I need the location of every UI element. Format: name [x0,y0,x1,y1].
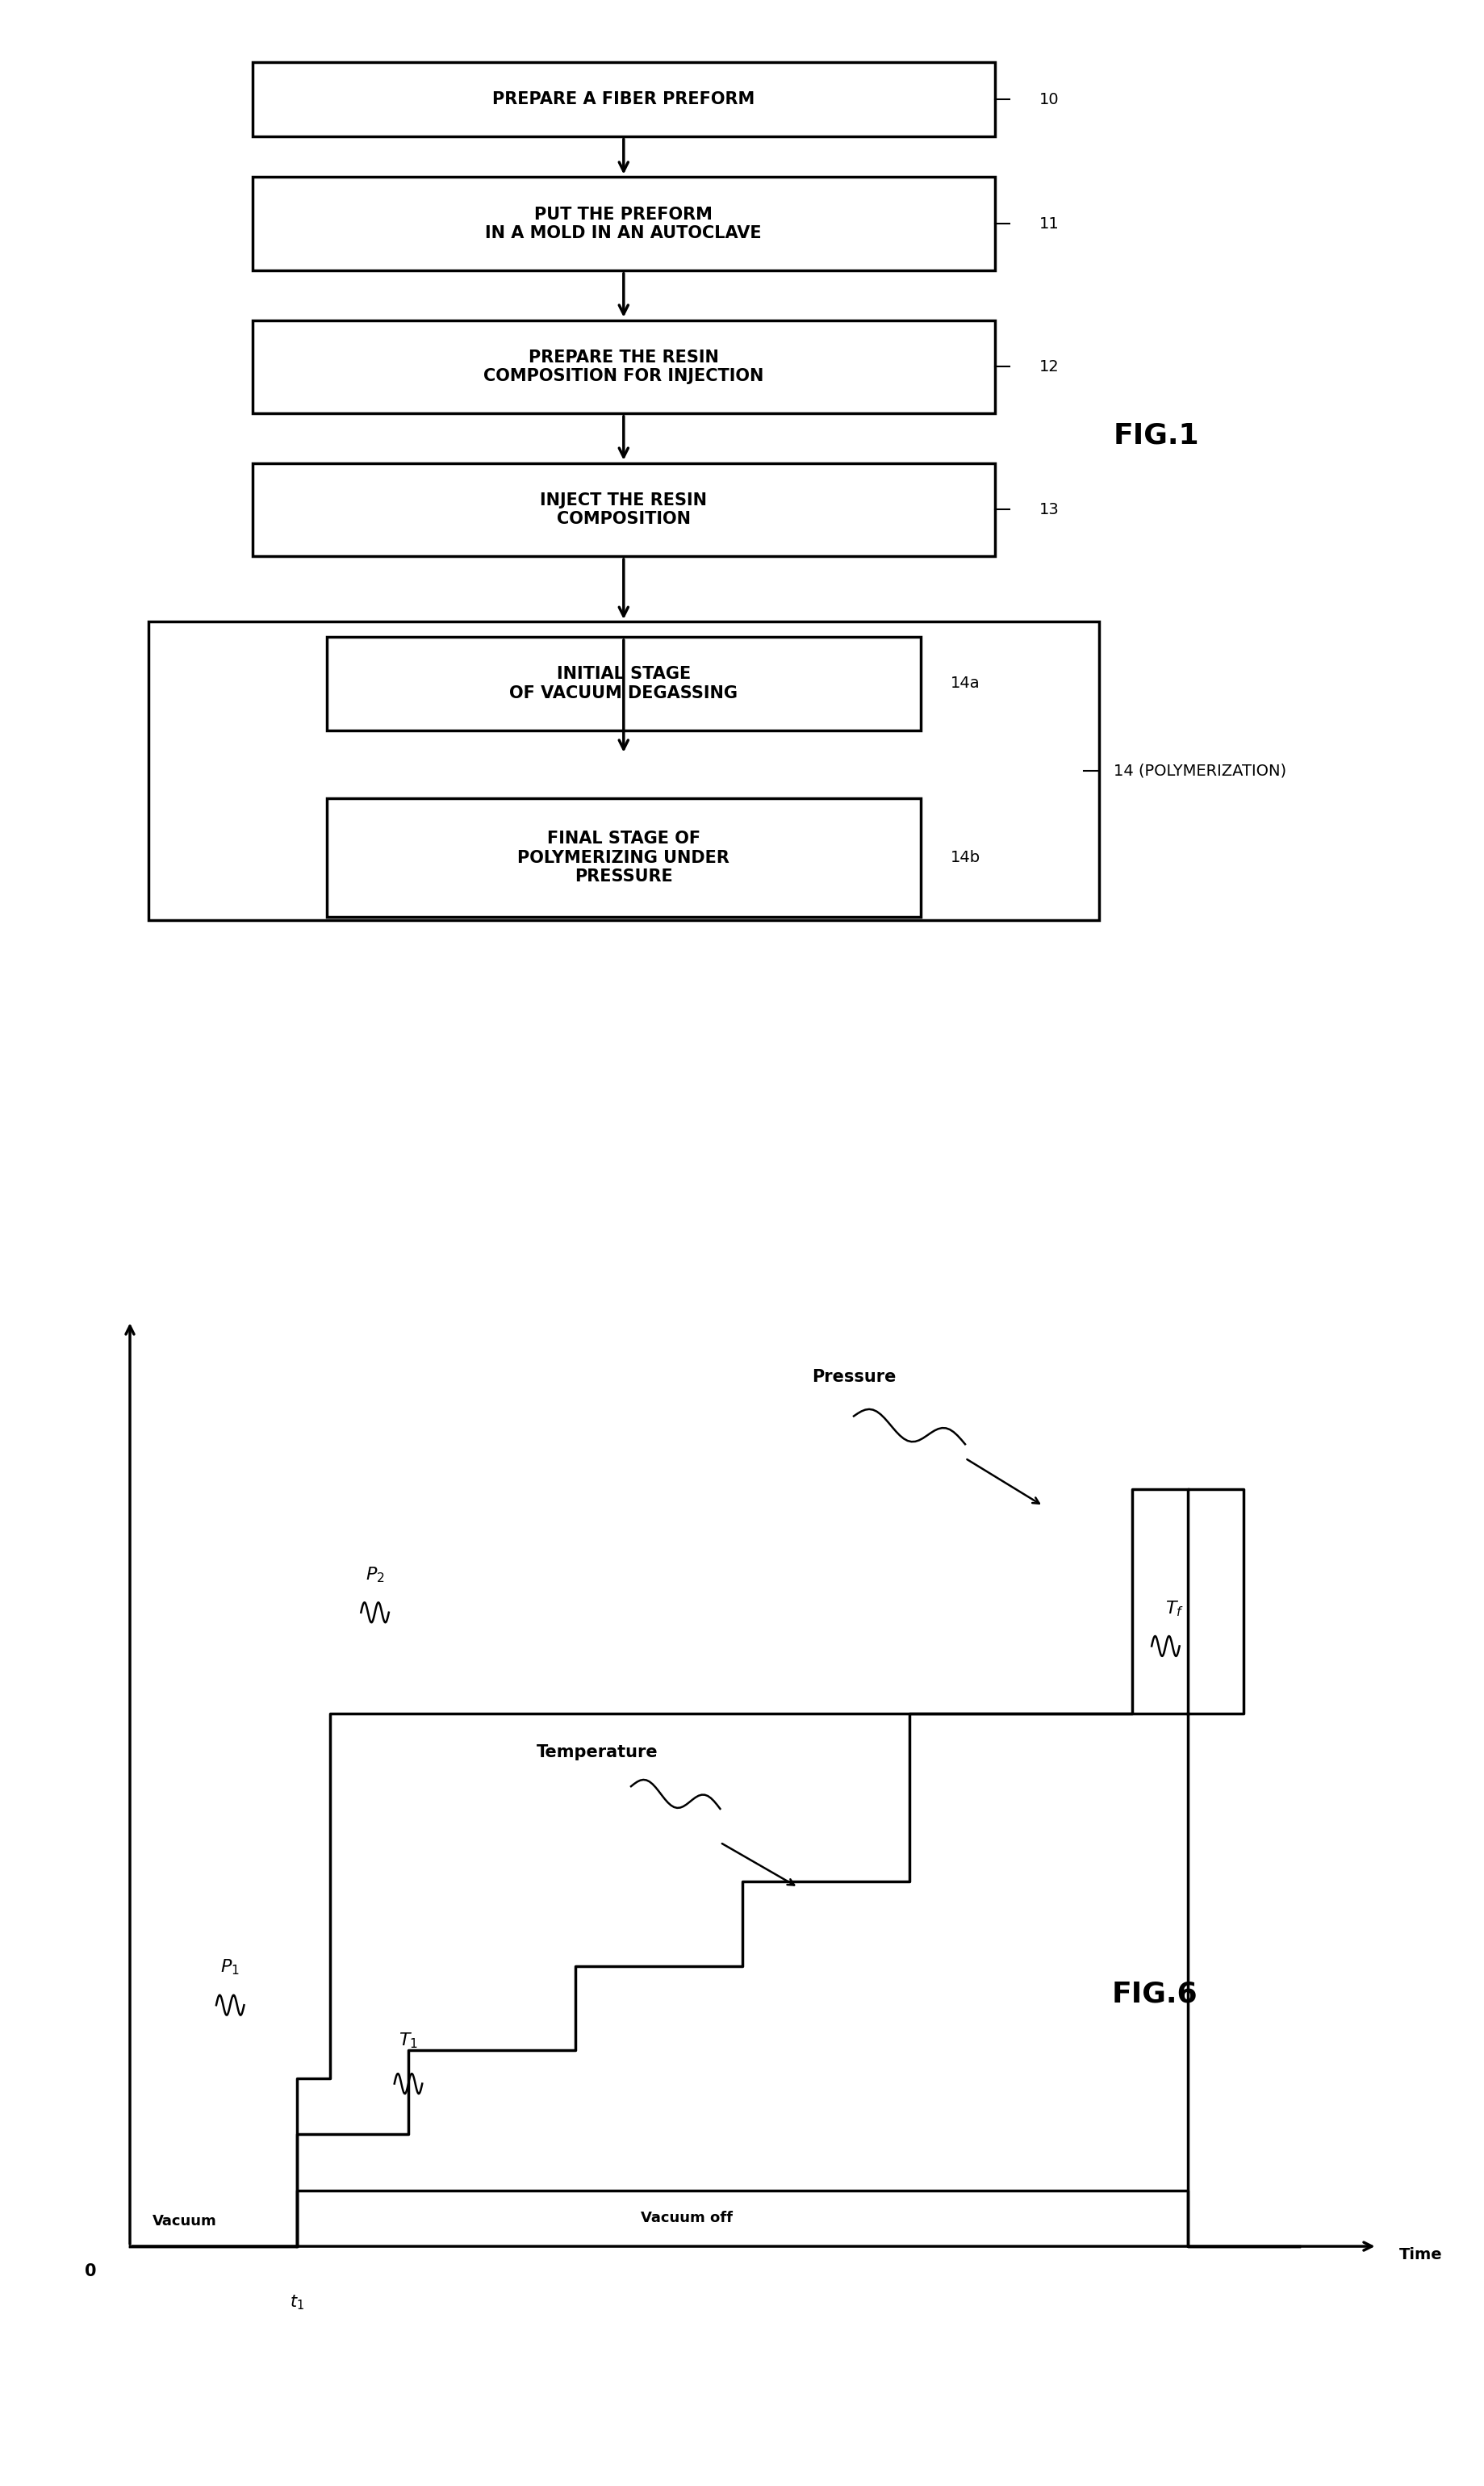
Text: PUT THE PREFORM
IN A MOLD IN AN AUTOCLAVE: PUT THE PREFORM IN A MOLD IN AN AUTOCLAV… [485,206,761,241]
Bar [326,636,920,731]
Bar [252,462,994,557]
Text: Pressure: Pressure [812,1370,895,1385]
Text: Vacuum off: Vacuum off [641,2210,732,2225]
Text: $P_1$: $P_1$ [221,1959,239,1976]
Text: 10: 10 [1039,92,1058,107]
Text: 13: 13 [1039,502,1058,517]
Text: FINAL STAGE OF
POLYMERIZING UNDER
PRESSURE: FINAL STAGE OF POLYMERIZING UNDER PRESSU… [518,830,729,885]
Text: $P_2$: $P_2$ [365,1566,384,1584]
Text: $t_1$: $t_1$ [289,2292,304,2312]
Text: Temperature: Temperature [537,1745,657,1760]
Bar [252,321,994,413]
Text: $T_1$: $T_1$ [398,2031,418,2051]
Text: 14a: 14a [950,676,979,691]
Text: 14b: 14b [950,850,979,865]
Bar [252,177,994,271]
Text: $T_f$: $T_f$ [1165,1598,1183,1618]
Text: INJECT THE RESIN
COMPOSITION: INJECT THE RESIN COMPOSITION [540,492,706,527]
Bar [252,62,994,137]
Text: 0: 0 [85,2262,96,2280]
Text: 14 (POLYMERIZATION): 14 (POLYMERIZATION) [1113,763,1285,778]
Text: PREPARE THE RESIN
COMPOSITION FOR INJECTION: PREPARE THE RESIN COMPOSITION FOR INJECT… [484,348,763,385]
Text: 11: 11 [1039,216,1058,231]
Bar [326,798,920,917]
Text: PREPARE A FIBER PREFORM: PREPARE A FIBER PREFORM [493,92,754,107]
Text: 12: 12 [1039,358,1058,375]
Text: Vacuum: Vacuum [153,2215,217,2227]
Text: INITIAL STAGE
OF VACUUM DEGASSING: INITIAL STAGE OF VACUUM DEGASSING [509,666,738,701]
Text: Time: Time [1399,2247,1442,2262]
Bar [148,622,1098,920]
Text: FIG.6: FIG.6 [1112,1981,1196,2009]
Text: FIG.1: FIG.1 [1113,420,1199,450]
